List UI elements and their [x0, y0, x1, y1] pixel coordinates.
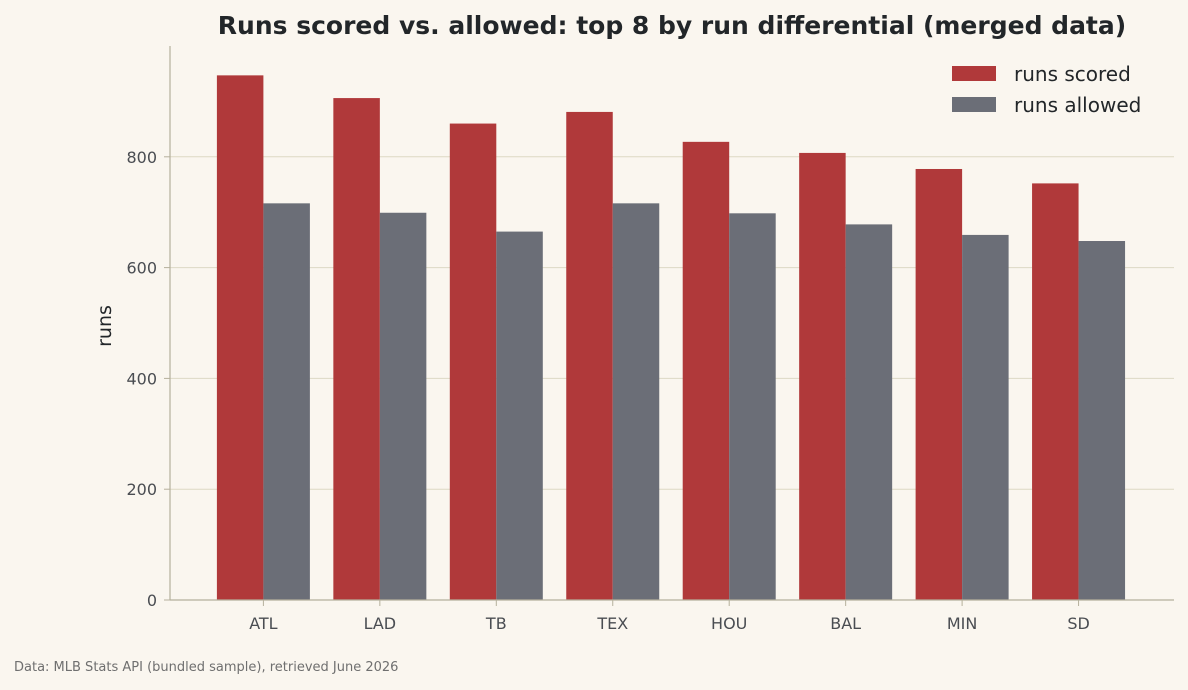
axes: [164, 46, 1174, 606]
y-tick-label: 0: [147, 591, 157, 610]
y-tick-label: 600: [126, 259, 157, 278]
legend: runs scored runs allowed: [952, 62, 1141, 117]
bar-hou-runs-allowed: [729, 213, 776, 601]
bar-hou-runs-scored: [682, 141, 730, 601]
legend-swatch-runs-allowed: [952, 97, 996, 112]
legend-label: runs allowed: [1014, 93, 1141, 117]
bar-atl-runs-scored: [216, 75, 264, 600]
tick-labels: 0 200 400 600 800 ATL LAD TB TEX HOU BAL MIN SD: [126, 148, 1089, 633]
bars: [216, 75, 1126, 601]
x-tick-label: HOU: [711, 614, 747, 633]
bar-tb-runs-scored: [449, 123, 497, 600]
data-source-note: Data: MLB Stats API (bundled sample), re…: [14, 660, 399, 675]
bar-sd-runs-allowed: [1078, 241, 1126, 600]
bar-tex-runs-scored: [566, 111, 613, 601]
x-tick-label: LAD: [364, 614, 397, 633]
y-tick-label: 800: [126, 148, 157, 167]
x-tick-label: TEX: [596, 614, 628, 633]
x-tick-label: BAL: [830, 614, 861, 633]
bar-atl-runs-allowed: [263, 203, 310, 600]
bar-sd-runs-scored: [1032, 183, 1079, 600]
bar-tb-runs-allowed: [496, 231, 543, 600]
x-tick-label: ATL: [249, 614, 277, 633]
bar-min-runs-scored: [915, 168, 963, 600]
gridlines: [170, 156, 1174, 490]
bar-bal-runs-scored: [799, 152, 846, 600]
legend-swatch-runs-scored: [952, 66, 996, 81]
bar-bal-runs-allowed: [845, 224, 893, 600]
y-tick-label: 400: [126, 369, 157, 388]
bar-lad-runs-allowed: [379, 212, 427, 600]
y-tick-label: 200: [126, 480, 157, 499]
legend-label: runs scored: [1014, 62, 1131, 86]
x-tick-label: SD: [1067, 614, 1089, 633]
y-axis-label: runs: [94, 305, 116, 347]
chart-title: Runs scored vs. allowed: top 8 by run di…: [218, 11, 1126, 40]
x-tick-label: TB: [485, 614, 507, 633]
bar-min-runs-allowed: [962, 234, 1009, 600]
x-tick-label: MIN: [947, 614, 978, 633]
bar-tex-runs-allowed: [612, 203, 660, 600]
bar-lad-runs-scored: [333, 98, 380, 601]
